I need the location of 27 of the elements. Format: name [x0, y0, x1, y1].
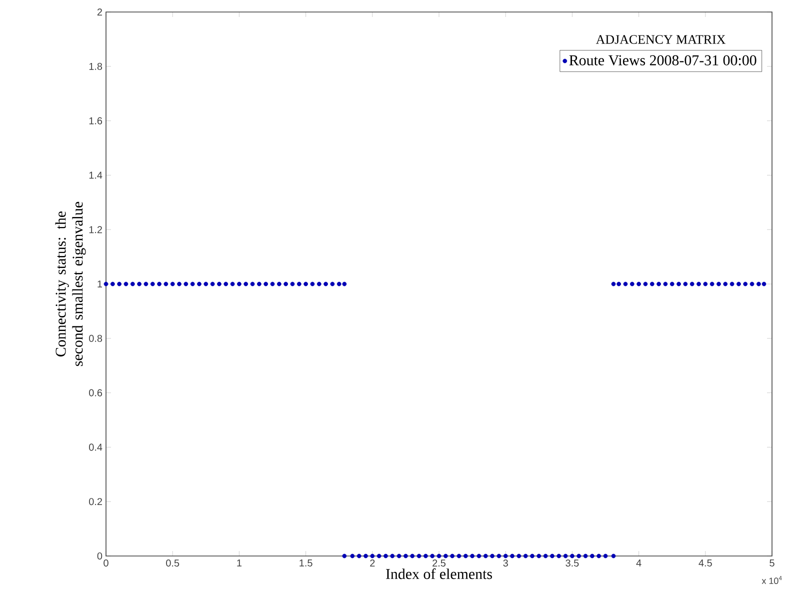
y-tick-label: 0	[97, 552, 102, 560]
text: x 10$^{4}$	[762, 576, 782, 584]
y-tick-label: 1	[98, 280, 102, 288]
y-tick-label: 2	[97, 8, 102, 16]
x-tick-label: 2	[370, 560, 375, 566]
x-tick-label: 5	[770, 560, 774, 566]
legend-title: ADJACENCY MATRIX	[596, 35, 726, 44]
y-tick-label: 1.8	[89, 62, 102, 70]
y-tick-label: 0.4	[89, 444, 102, 451]
x-tick-label: 0	[104, 560, 108, 567]
x-tick-label: 2.5	[432, 560, 446, 567]
x-tick-label: 1	[237, 560, 242, 566]
x-tick-label: 1.5	[300, 560, 312, 566]
legend-label: Route Views 2008-07-31 00:00	[569, 55, 756, 66]
x-tick-label: 3	[503, 560, 508, 567]
x-tick-label: 0.5	[166, 560, 180, 567]
x-axis-title: Index of elements	[386, 568, 492, 580]
y-axis-title: Connectivity status: the second smallest eigenvalue	[55, 202, 86, 366]
x-tick-label: 4	[636, 560, 642, 566]
y-tick-label: 0.6	[89, 389, 102, 396]
y-tick-label: 1.4	[89, 172, 102, 179]
y-tick-label: 1.2	[89, 226, 102, 234]
y-tick-label: 0.2	[89, 498, 102, 506]
x-tick-label: 3.5	[566, 560, 579, 567]
y-tick-label: 0.8	[89, 334, 102, 342]
y-tick-label: 1.6	[89, 117, 102, 124]
x-tick-label: 4.5	[698, 560, 712, 566]
